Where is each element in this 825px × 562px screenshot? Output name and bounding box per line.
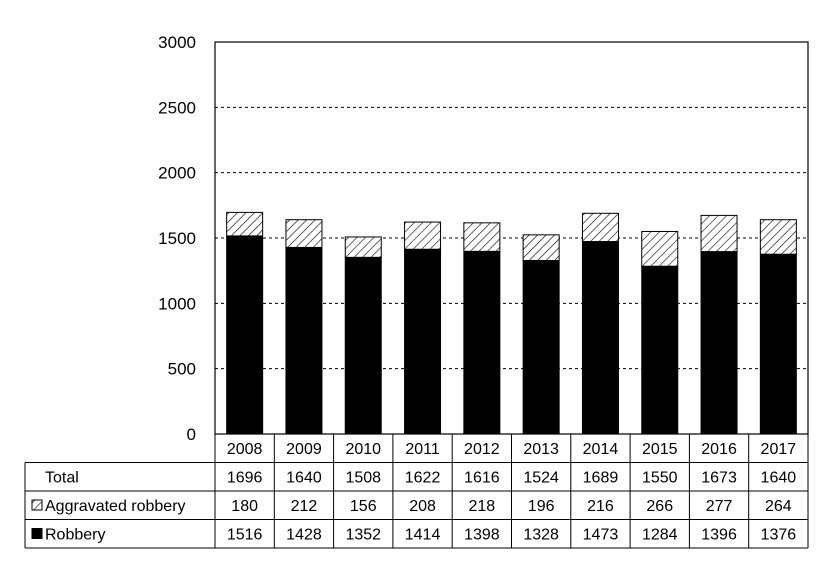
y-tick-label: 0	[187, 425, 196, 444]
table-cell: 1376	[761, 527, 797, 544]
bar-robbery	[700, 251, 738, 435]
y-tick-label: 2000	[158, 164, 196, 183]
bar-robbery	[641, 265, 679, 435]
table-cell: 1640	[761, 470, 797, 487]
bar-aggravated-robbery	[463, 222, 501, 252]
x-category-label: 2014	[583, 441, 619, 458]
x-category-label: 2011	[405, 441, 440, 458]
table-cell: 1328	[523, 527, 559, 544]
bar-aggravated-robbery	[581, 212, 619, 243]
legend-swatch-robbery	[31, 528, 43, 539]
table-cell: 1640	[286, 470, 322, 487]
table-cell: 1352	[345, 527, 381, 544]
bar-robbery	[404, 248, 442, 435]
data-table: 2008 2009 2010 2011 2012 2013 2014 2015 2016 2017…	[24, 434, 809, 549]
legend-swatch-aggravated-robbery	[31, 499, 43, 511]
x-category-label: 2017	[761, 441, 797, 458]
table-cell: 216	[587, 498, 614, 515]
x-category-label: 2012	[464, 441, 500, 458]
x-category-label: 2009	[286, 441, 322, 458]
bar-aggravated-robbery	[226, 211, 264, 237]
bar-robbery	[226, 235, 264, 435]
y-tick-label: 1500	[158, 229, 196, 248]
bar-aggravated-robbery	[522, 234, 560, 261]
bar-robbery	[344, 256, 382, 435]
x-category-label: 2016	[701, 441, 737, 458]
bar-robbery	[285, 246, 323, 435]
table-cell: 1398	[464, 527, 500, 544]
x-category-label: 2008	[227, 441, 263, 458]
bar-aggravated-robbery	[404, 221, 442, 250]
table-cell: 218	[468, 498, 495, 515]
x-category-label: 2015	[642, 441, 678, 458]
table-cell: 1516	[227, 527, 263, 544]
bar-robbery	[759, 253, 797, 435]
table-cell: 1414	[405, 527, 441, 544]
table-cell: 1622	[405, 470, 441, 487]
bar-aggravated-robbery	[759, 219, 797, 255]
table-cell: 208	[409, 498, 436, 515]
bar-aggravated-robbery	[285, 219, 323, 248]
table-cell: 277	[706, 498, 733, 515]
table-cell: 196	[528, 498, 555, 515]
table-cell: 1550	[642, 470, 678, 487]
y-tick-label: 1000	[158, 294, 196, 313]
table-cell: 1689	[583, 470, 619, 487]
y-tick-label: 3000	[158, 33, 196, 52]
y-tick-label: 2500	[158, 98, 196, 117]
table-row-label: Robbery	[45, 527, 105, 544]
y-axis-ticks: 0 500 1000 1500 2000 2500 3000	[158, 33, 196, 444]
table-cell: 1524	[523, 470, 559, 487]
bar-robbery	[463, 250, 501, 435]
table-row-label: Total	[45, 470, 79, 487]
table-cell: 1428	[286, 527, 322, 544]
x-category-label: 2013	[523, 441, 559, 458]
table-cell: 1696	[227, 470, 263, 487]
table-cell: 1673	[701, 470, 737, 487]
table-cell: 264	[765, 498, 792, 515]
table-cell: 212	[291, 498, 318, 515]
table-cell: 1284	[642, 527, 678, 544]
bars	[226, 211, 797, 435]
table-cell: 266	[646, 498, 673, 515]
table-cell: 1508	[345, 470, 381, 487]
table-cell: 156	[350, 498, 377, 515]
bar-aggravated-robbery	[641, 230, 679, 267]
y-tick-label: 500	[168, 360, 196, 379]
bar-robbery	[581, 241, 619, 435]
table-row-label: Aggravated robbery	[45, 498, 186, 515]
table-cell: 1616	[464, 470, 500, 487]
table-cell: 1473	[583, 527, 619, 544]
bar-robbery	[522, 259, 560, 435]
table-cell: 180	[231, 498, 258, 515]
bar-aggravated-robbery	[700, 214, 738, 253]
table-cell: 1396	[701, 527, 737, 544]
bar-aggravated-robbery	[344, 236, 382, 258]
x-category-label: 2010	[345, 441, 381, 458]
